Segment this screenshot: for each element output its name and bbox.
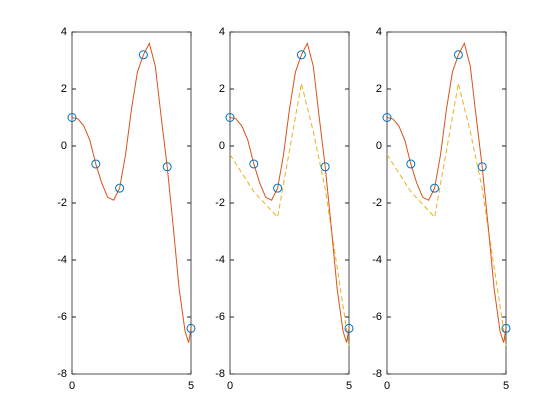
axes-box <box>386 31 507 375</box>
y-tick-label: 4 <box>61 26 67 38</box>
data-point <box>225 113 235 122</box>
data-point <box>477 162 487 172</box>
y-tick-label: 0 <box>376 140 382 152</box>
curve <box>229 42 350 343</box>
data-point <box>138 50 148 60</box>
data-point <box>406 159 416 169</box>
y-tick-label: 2 <box>376 83 382 95</box>
y-tick-label: -6 <box>57 311 67 323</box>
data-point <box>344 323 354 333</box>
curve <box>386 42 507 343</box>
data-point <box>186 323 196 333</box>
data-point <box>320 162 330 172</box>
dashed-line <box>229 83 350 346</box>
data-point <box>273 183 283 193</box>
y-tick-label: -4 <box>372 254 382 266</box>
data-point <box>453 50 463 60</box>
data-point <box>67 113 77 122</box>
data-point <box>162 162 172 172</box>
data-point <box>501 323 511 333</box>
curve <box>71 42 192 343</box>
y-tick-label: 0 <box>219 140 225 152</box>
y-tick-label: -4 <box>57 254 67 266</box>
y-tick-label: -4 <box>215 254 225 266</box>
y-tick-label: -8 <box>215 368 225 380</box>
y-tick-label: 4 <box>219 26 225 38</box>
y-tick-label: -6 <box>215 311 225 323</box>
dashed-line <box>386 83 507 346</box>
data-point <box>430 183 440 193</box>
axes-box <box>71 31 192 375</box>
y-tick-label: -8 <box>372 368 382 380</box>
data-point <box>296 50 306 60</box>
y-tick-label: 2 <box>219 83 225 95</box>
data-point <box>91 159 101 169</box>
y-tick-label: -2 <box>57 197 67 209</box>
x-tick-label: 5 <box>503 380 509 392</box>
x-tick-label: 5 <box>188 380 194 392</box>
x-tick-label: 0 <box>69 380 75 392</box>
data-point <box>382 113 392 122</box>
y-tick-label: -8 <box>57 368 67 380</box>
x-tick-label: 0 <box>227 380 233 392</box>
y-tick-label: -2 <box>215 197 225 209</box>
y-tick-label: 4 <box>376 26 382 38</box>
axes-box <box>229 31 350 375</box>
x-tick-label: 0 <box>384 380 390 392</box>
y-tick-label: 0 <box>61 140 67 152</box>
y-tick-label: -6 <box>372 311 382 323</box>
y-tick-label: 2 <box>61 83 67 95</box>
data-point <box>249 159 259 169</box>
x-tick-label: 5 <box>346 380 352 392</box>
y-tick-label: -2 <box>372 197 382 209</box>
data-point <box>115 183 125 193</box>
